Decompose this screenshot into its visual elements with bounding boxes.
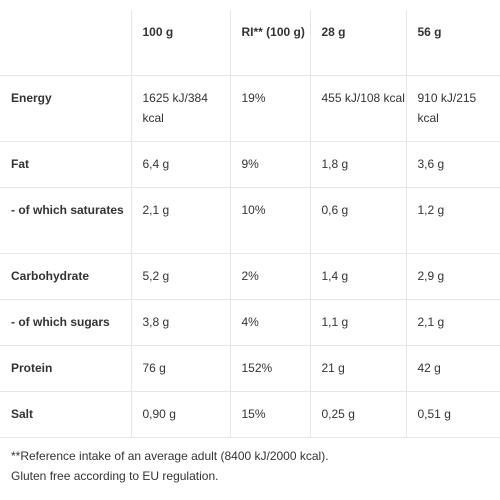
cell-per100: 76 g: [130, 345, 231, 392]
cell-per56: 2,1 g: [405, 299, 500, 346]
cell-per28: 455 kJ/108 kcal: [309, 75, 407, 142]
header-cell-empty: [0, 10, 132, 76]
cell-per28: 1,1 g: [309, 299, 407, 346]
cell-per100: 2,1 g: [130, 187, 231, 254]
row-label-salt: Salt: [0, 391, 132, 438]
gluten-free-note: Gluten free according to EU regulation.: [11, 469, 219, 483]
row-label-protein: Protein: [0, 345, 132, 392]
cell-per56: 3,6 g: [405, 141, 500, 188]
table-header-row: 100 g RI** (100 g) 28 g 56 g: [0, 10, 500, 76]
table-row: Salt 0,90 g 15% 0,25 g 0,51 g: [0, 391, 500, 438]
nutrition-table: 100 g RI** (100 g) 28 g 56 g Energy 1625…: [0, 10, 500, 438]
cell-per56: 42 g: [405, 345, 500, 392]
cell-per56: 0,51 g: [405, 391, 500, 438]
footnotes: **Reference intake of an average adult (…: [11, 446, 329, 486]
row-label-energy: Energy: [0, 75, 132, 142]
cell-ri: 9%: [229, 141, 311, 188]
cell-per100: 0,90 g: [130, 391, 231, 438]
cell-ri: 2%: [229, 253, 311, 300]
cell-per100: 6,4 g: [130, 141, 231, 188]
header-cell-56g: 56 g: [405, 10, 500, 76]
table-row: - of which saturates 2,1 g 10% 0,6 g 1,2…: [0, 187, 500, 254]
cell-per28: 1,8 g: [309, 141, 407, 188]
table-row: Protein 76 g 152% 21 g 42 g: [0, 345, 500, 392]
header-cell-ri: RI** (100 g): [229, 10, 311, 76]
cell-per56: 2,9 g: [405, 253, 500, 300]
row-label-sugars: - of which sugars: [0, 299, 132, 346]
cell-per100: 5,2 g: [130, 253, 231, 300]
cell-ri: 19%: [229, 75, 311, 142]
cell-per28: 0,25 g: [309, 391, 407, 438]
row-label-saturates: - of which saturates: [0, 187, 132, 254]
table-row: Carbohydrate 5,2 g 2% 1,4 g 2,9 g: [0, 253, 500, 300]
header-cell-100g: 100 g: [130, 10, 231, 76]
cell-ri: 4%: [229, 299, 311, 346]
cell-per100: 1625 kJ/384 kcal: [130, 75, 231, 142]
table-row: - of which sugars 3,8 g 4% 1,1 g 2,1 g: [0, 299, 500, 346]
cell-ri: 152%: [229, 345, 311, 392]
row-label-carbohydrate: Carbohydrate: [0, 253, 132, 300]
cell-per100: 3,8 g: [130, 299, 231, 346]
cell-ri: 15%: [229, 391, 311, 438]
cell-per56: 1,2 g: [405, 187, 500, 254]
cell-per28: 1,4 g: [309, 253, 407, 300]
cell-per56: 910 kJ/215 kcal: [405, 75, 500, 142]
cell-per28: 21 g: [309, 345, 407, 392]
table-row: Energy 1625 kJ/384 kcal 19% 455 kJ/108 k…: [0, 75, 500, 142]
cell-ri: 10%: [229, 187, 311, 254]
header-cell-28g: 28 g: [309, 10, 407, 76]
reference-intake-note: **Reference intake of an average adult (…: [11, 449, 329, 463]
row-label-fat: Fat: [0, 141, 132, 188]
table-row: Fat 6,4 g 9% 1,8 g 3,6 g: [0, 141, 500, 188]
cell-per28: 0,6 g: [309, 187, 407, 254]
